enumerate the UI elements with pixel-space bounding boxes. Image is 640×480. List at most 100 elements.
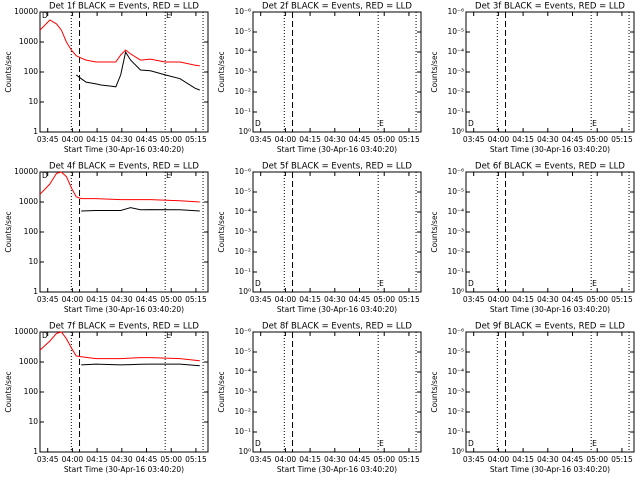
x-tick-label: 04:00 [62,455,84,464]
chart-title: Det 1f BLACK = Events, RED = LLD [49,2,199,12]
x-tick-label: 04:45 [349,135,371,144]
x-tick-label: 03:45 [463,455,485,464]
chart-title: Det 2f BLACK = Events, RED = LLD [262,2,412,12]
y-tick-label: 10⁻⁵ [447,347,464,356]
y-tick-label: 10⁻⁶ [234,327,251,336]
plot-frame [39,331,209,453]
y-tick-label: 1 [33,287,38,296]
marker-glyph: E [166,171,171,180]
x-tick-label: 04:00 [275,455,297,464]
y-tick-label: 10⁻³ [447,67,464,76]
x-tick-label: 04:30 [324,295,346,304]
x-axis-label: Start Time (30-Apr-16 03:40:20) [277,145,397,154]
x-tick-label: 05:15 [185,295,207,304]
y-axis-label: Counts/sec [430,371,439,412]
y-tick-label: 10⁻² [447,247,464,256]
y-tick-label: 10⁻¹ [234,267,251,276]
x-tick-label: 04:45 [349,295,371,304]
x-tick-label: 05:00 [586,295,608,304]
y-tick-label: 1000 [19,357,38,366]
x-tick-label: 05:00 [160,135,182,144]
x-tick-label: 04:30 [111,135,133,144]
x-tick-label: 04:00 [488,455,510,464]
x-tick-label: 04:30 [111,455,133,464]
marker-glyph: D [255,119,261,128]
y-tick-label: 10⁻⁴ [447,207,464,216]
marker-glyph: E [592,279,597,288]
x-axis-label: Start Time (30-Apr-16 03:40:20) [490,305,610,314]
y-tick-label: 10⁻⁶ [447,327,464,336]
y-tick-label: 10⁻⁴ [234,207,251,216]
x-tick-label: 05:00 [373,135,395,144]
x-tick-label: 03:45 [463,295,485,304]
x-tick-label: 05:00 [160,295,182,304]
y-axis-label: Counts/sec [4,211,13,252]
x-tick-label: 04:30 [537,455,559,464]
y-tick-label: 10⁻⁴ [447,47,464,56]
x-tick-label: 05:15 [398,295,420,304]
series-line [81,363,200,367]
x-axis-label: Start Time (30-Apr-16 03:40:20) [490,465,610,474]
x-tick-label: 04:45 [562,455,584,464]
x-tick-label: 05:00 [373,455,395,464]
y-axis-label: Counts/sec [217,51,226,92]
y-tick-label: 10⁰ [238,447,251,456]
y-tick-label: 10000 [14,7,38,16]
marker-glyph: D [468,279,474,288]
y-axis-label: Counts/sec [430,51,439,92]
y-tick-label: 10⁻⁵ [234,187,251,196]
x-tick-label: 04:00 [62,295,84,304]
y-tick-label: 10⁰ [238,287,251,296]
x-tick-label: 04:15 [86,135,108,144]
y-tick-label: 10 [28,257,38,266]
series-line [39,331,200,362]
x-tick-label: 05:15 [611,455,633,464]
series-line [75,50,200,91]
x-tick-label: 04:15 [86,455,108,464]
x-tick-label: 04:45 [136,295,158,304]
y-tick-label: 10⁻³ [447,227,464,236]
y-tick-label: 10⁻² [234,247,251,256]
marker-glyph: D [42,11,48,20]
x-tick-label: 04:00 [488,295,510,304]
y-tick-label: 10000 [14,327,38,336]
x-tick-label: 04:15 [512,455,534,464]
x-tick-label: 04:00 [275,295,297,304]
y-tick-label: 1000 [19,37,38,46]
x-tick-label: 04:00 [488,135,510,144]
x-tick-label: 05:15 [611,135,633,144]
y-tick-label: 10⁻¹ [447,107,464,116]
y-tick-label: 100 [24,227,39,236]
x-tick-label: 04:45 [349,455,371,464]
y-tick-label: 10⁻⁵ [447,187,464,196]
x-axis-label: Start Time (30-Apr-16 03:40:20) [64,465,184,474]
chart-title: Det 5f BLACK = Events, RED = LLD [262,162,412,172]
y-tick-label: 10⁻¹ [447,267,464,276]
x-tick-label: 05:15 [185,455,207,464]
x-tick-label: 05:00 [586,135,608,144]
x-tick-label: 04:15 [512,295,534,304]
y-tick-label: 1000 [19,197,38,206]
y-tick-label: 100 [24,67,39,76]
y-tick-label: 10⁰ [451,127,464,136]
y-tick-label: 10⁻³ [234,67,251,76]
x-tick-label: 05:15 [611,295,633,304]
y-tick-label: 10 [28,417,38,426]
marker-glyph: E [166,11,171,20]
y-tick-label: 10⁻⁶ [234,167,251,176]
plot-frame [465,11,635,133]
y-tick-label: 10⁰ [451,287,464,296]
x-tick-label: 05:00 [160,455,182,464]
plot-frame [39,11,209,133]
x-tick-label: 04:45 [562,135,584,144]
y-tick-label: 10⁻² [447,87,464,96]
x-tick-label: 05:00 [586,455,608,464]
panel: Det 2f BLACK = Events, RED = LLD Counts/s… [217,2,422,154]
y-tick-label: 10⁻² [234,87,251,96]
marker-glyph: D [255,439,261,448]
y-tick-label: 10⁻¹ [447,427,464,436]
y-axis-label: Counts/sec [4,371,13,412]
y-tick-label: 10000 [14,167,38,176]
y-tick-label: 10⁻⁵ [234,347,251,356]
